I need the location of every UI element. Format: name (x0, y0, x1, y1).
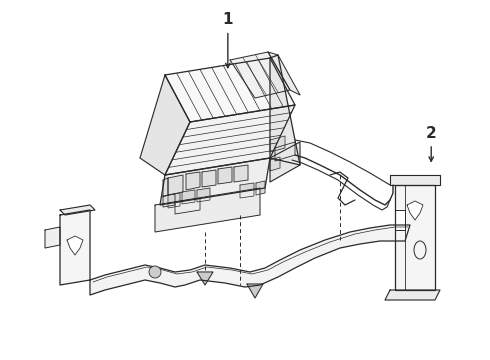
Polygon shape (218, 167, 232, 184)
Polygon shape (160, 158, 270, 205)
Polygon shape (240, 183, 254, 198)
Polygon shape (230, 52, 290, 98)
Polygon shape (90, 225, 410, 295)
Polygon shape (140, 75, 190, 175)
Polygon shape (385, 290, 440, 300)
Text: 1: 1 (222, 12, 233, 27)
Text: 2: 2 (426, 126, 437, 141)
Polygon shape (163, 194, 175, 207)
Polygon shape (247, 284, 263, 298)
Polygon shape (270, 136, 285, 152)
Polygon shape (270, 142, 300, 182)
Polygon shape (197, 272, 213, 285)
Polygon shape (60, 210, 90, 285)
Polygon shape (234, 165, 248, 182)
Polygon shape (163, 178, 168, 197)
Polygon shape (165, 105, 295, 175)
Polygon shape (395, 210, 405, 230)
Polygon shape (182, 190, 195, 204)
Polygon shape (67, 236, 83, 255)
Polygon shape (165, 58, 295, 122)
Polygon shape (168, 175, 183, 195)
Polygon shape (168, 193, 180, 208)
Polygon shape (197, 188, 210, 202)
Polygon shape (407, 201, 423, 220)
Polygon shape (45, 227, 60, 248)
Polygon shape (202, 170, 216, 187)
Polygon shape (256, 181, 265, 195)
Circle shape (149, 266, 161, 278)
Polygon shape (268, 52, 300, 95)
Polygon shape (60, 205, 95, 215)
Polygon shape (155, 188, 260, 232)
Polygon shape (175, 198, 200, 214)
Polygon shape (390, 175, 440, 185)
Polygon shape (186, 172, 200, 190)
Polygon shape (270, 55, 300, 165)
Polygon shape (395, 185, 435, 290)
Polygon shape (270, 157, 280, 171)
